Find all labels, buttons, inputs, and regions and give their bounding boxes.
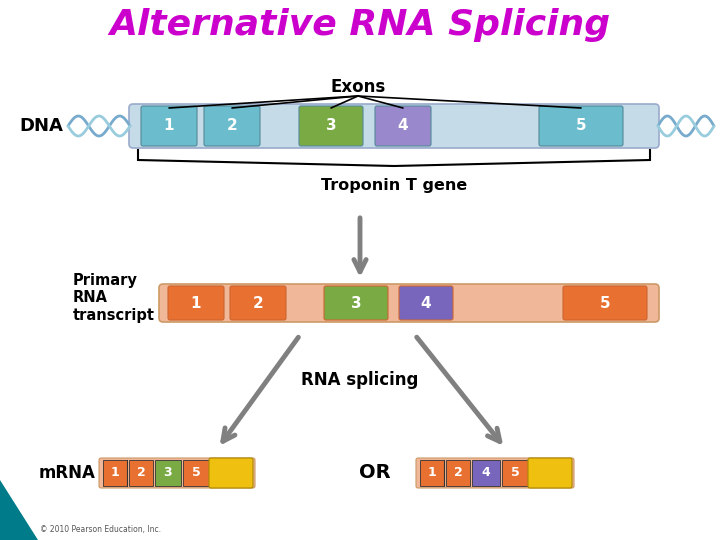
Polygon shape bbox=[0, 480, 38, 540]
Text: 5: 5 bbox=[192, 467, 200, 480]
FancyBboxPatch shape bbox=[299, 106, 363, 146]
Text: OR: OR bbox=[359, 463, 391, 483]
Text: 1: 1 bbox=[163, 118, 174, 133]
Text: Primary
RNA
transcript: Primary RNA transcript bbox=[73, 273, 155, 323]
FancyBboxPatch shape bbox=[99, 458, 255, 488]
Text: 5: 5 bbox=[576, 118, 586, 133]
FancyBboxPatch shape bbox=[375, 106, 431, 146]
Text: 1: 1 bbox=[191, 295, 202, 310]
Bar bbox=[446, 460, 470, 486]
Text: 5: 5 bbox=[600, 295, 611, 310]
Text: 5: 5 bbox=[510, 467, 519, 480]
Bar bbox=[472, 460, 500, 486]
Text: mRNA: mRNA bbox=[38, 464, 95, 482]
Text: 3: 3 bbox=[163, 467, 172, 480]
Text: Alternative RNA Splicing: Alternative RNA Splicing bbox=[109, 8, 611, 42]
FancyBboxPatch shape bbox=[528, 458, 572, 488]
Text: 2: 2 bbox=[454, 467, 462, 480]
Bar bbox=[420, 460, 444, 486]
FancyBboxPatch shape bbox=[168, 286, 224, 320]
FancyBboxPatch shape bbox=[209, 458, 253, 488]
FancyBboxPatch shape bbox=[159, 284, 659, 322]
FancyBboxPatch shape bbox=[539, 106, 623, 146]
Text: DNA: DNA bbox=[19, 117, 63, 135]
Text: 1: 1 bbox=[111, 467, 120, 480]
Text: Troponin T gene: Troponin T gene bbox=[321, 178, 467, 193]
FancyBboxPatch shape bbox=[563, 286, 647, 320]
Bar bbox=[129, 460, 153, 486]
Text: 1: 1 bbox=[428, 467, 436, 480]
FancyBboxPatch shape bbox=[204, 106, 260, 146]
Bar bbox=[155, 460, 181, 486]
Text: 4: 4 bbox=[397, 118, 408, 133]
Text: 2: 2 bbox=[137, 467, 145, 480]
Text: Exons: Exons bbox=[330, 78, 386, 96]
Text: 4: 4 bbox=[420, 295, 431, 310]
FancyBboxPatch shape bbox=[129, 104, 659, 148]
Bar bbox=[103, 460, 127, 486]
FancyBboxPatch shape bbox=[416, 458, 574, 488]
FancyBboxPatch shape bbox=[230, 286, 286, 320]
Text: RNA splicing: RNA splicing bbox=[301, 371, 419, 389]
Text: 2: 2 bbox=[227, 118, 238, 133]
Bar bbox=[183, 460, 209, 486]
Text: 4: 4 bbox=[482, 467, 490, 480]
Bar bbox=[502, 460, 528, 486]
Text: 2: 2 bbox=[253, 295, 264, 310]
Text: 3: 3 bbox=[325, 118, 336, 133]
Text: 3: 3 bbox=[351, 295, 361, 310]
Text: © 2010 Pearson Education, Inc.: © 2010 Pearson Education, Inc. bbox=[40, 525, 161, 534]
FancyBboxPatch shape bbox=[399, 286, 453, 320]
FancyBboxPatch shape bbox=[324, 286, 388, 320]
FancyBboxPatch shape bbox=[141, 106, 197, 146]
